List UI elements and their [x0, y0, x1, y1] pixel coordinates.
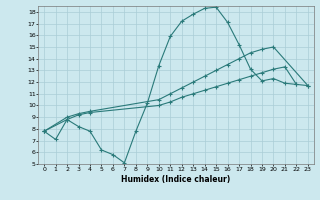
X-axis label: Humidex (Indice chaleur): Humidex (Indice chaleur)	[121, 175, 231, 184]
